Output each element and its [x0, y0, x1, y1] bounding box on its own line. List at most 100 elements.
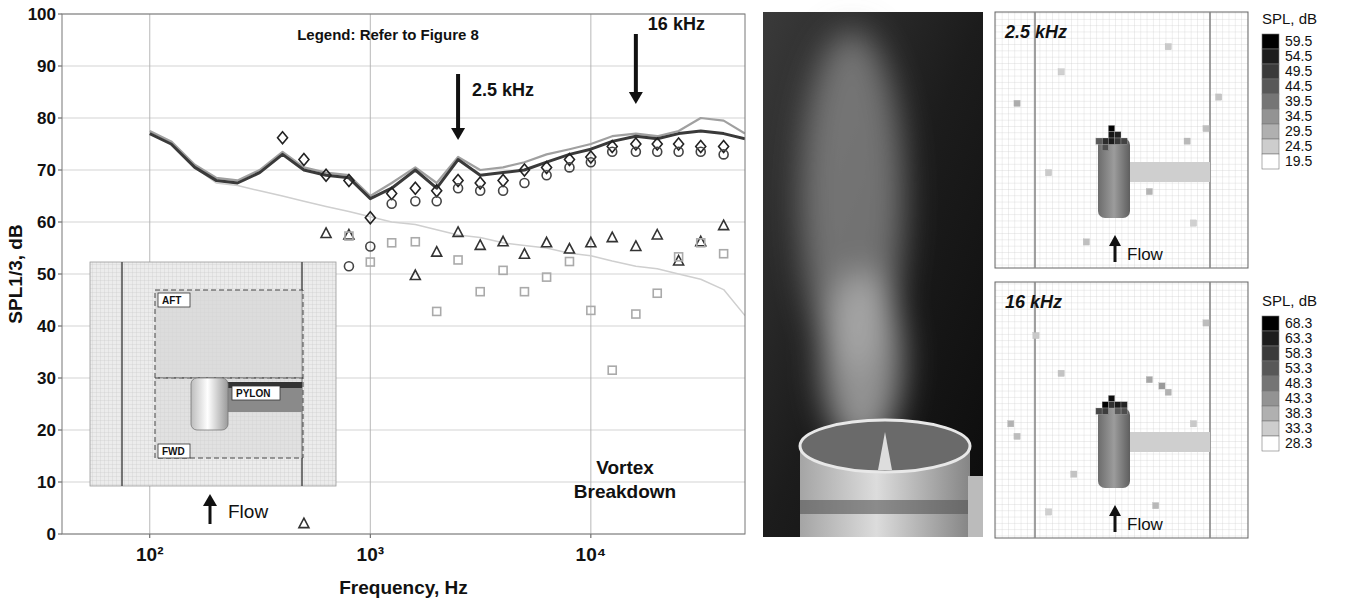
map-background [995, 12, 1248, 268]
marker-circle [719, 150, 728, 159]
marker-circle [674, 147, 683, 156]
inset-label-box [158, 293, 190, 307]
y-tick [58, 274, 62, 275]
y-grid-line [62, 66, 745, 67]
marker-triangle [607, 232, 617, 242]
colorbar-tick-label: 63.3 [1285, 330, 1312, 346]
marker-square [388, 239, 396, 247]
map-cell [1165, 389, 1171, 395]
map-cell [1102, 144, 1108, 150]
map-cell [1008, 421, 1014, 427]
map-cell [1121, 408, 1127, 414]
x-tick [590, 534, 591, 538]
marker-square [632, 310, 640, 318]
colorbar-swatch [1262, 391, 1279, 406]
annotation-arrow [634, 34, 638, 94]
map-cell [1108, 125, 1114, 131]
colorbar-tick-label: 54.5 [1285, 48, 1312, 64]
marker-diamond [498, 174, 508, 186]
annotation-line: Breakdown [574, 481, 676, 502]
marker-circle [565, 163, 574, 172]
colorbar-swatch [1262, 34, 1279, 49]
colorbar-tick-label: 33.3 [1285, 420, 1312, 436]
colorbar-swatch [1262, 79, 1279, 94]
map-cell [1108, 395, 1114, 401]
map-cell [1108, 132, 1114, 138]
map-cell [1165, 44, 1171, 50]
marker-square [565, 258, 573, 266]
x-grid-line [370, 14, 371, 534]
colorbar-swatch [1262, 436, 1279, 451]
marker-circle [608, 147, 617, 156]
map-pylon [1129, 162, 1210, 182]
x-tick [149, 534, 150, 538]
line-series [150, 134, 745, 316]
map-cell [1102, 408, 1108, 414]
marker-square [411, 238, 419, 246]
photo-cone [878, 432, 892, 470]
inset-label: AFT [162, 295, 181, 306]
marker-square [345, 232, 353, 240]
colorbar-tick-label: 24.5 [1285, 138, 1312, 154]
y-tick [58, 118, 62, 119]
map-wall [1209, 282, 1211, 538]
inset-label: PYLON [236, 388, 270, 399]
colorbar-tick-label: 44.5 [1285, 78, 1312, 94]
y-grid-line [62, 118, 745, 119]
colorbar-tick-label: 59.5 [1285, 33, 1312, 49]
map-cell [1115, 408, 1121, 414]
map-flow-arrow [1114, 244, 1117, 262]
inset-wall [121, 262, 123, 486]
colorbar-tick-label: 58.3 [1285, 345, 1312, 361]
inset-aft-region [155, 290, 303, 378]
marker-circle [432, 197, 441, 206]
marker-square [499, 266, 507, 274]
map-title: 2.5 kHz [1004, 22, 1067, 42]
inset-label-box [232, 386, 280, 400]
annotation: 16 kHz [648, 14, 705, 34]
y-tick [58, 66, 62, 67]
marker-triangle [410, 270, 420, 280]
map-cell [1153, 503, 1159, 509]
map-cell [1108, 138, 1114, 144]
map-cell [1159, 383, 1165, 389]
inset-label-box [158, 444, 190, 458]
map-cell [1083, 239, 1089, 245]
y-tick [58, 326, 62, 327]
map-cell [1102, 402, 1108, 408]
map-cell [1115, 132, 1121, 138]
map-flow-label: Flow [1127, 515, 1164, 534]
y-tick [58, 482, 62, 483]
marker-square [366, 258, 374, 266]
colorbar-swatch [1262, 124, 1279, 139]
map-cell [1190, 421, 1196, 427]
map-cell [1203, 125, 1209, 131]
map-flow-arrow-head [1109, 505, 1121, 516]
map-cell [1071, 471, 1077, 477]
marker-triangle [519, 249, 529, 258]
colorbar-tick-label: 53.3 [1285, 360, 1312, 376]
map-cell [1121, 402, 1127, 408]
map-cylinder [1098, 138, 1130, 218]
y-tick [58, 14, 62, 15]
marker-triangle [432, 247, 442, 257]
map-cell [1121, 138, 1127, 144]
photo-cylinder-band [800, 500, 970, 514]
marker-square [720, 250, 728, 258]
map-cell [1058, 69, 1064, 75]
marker-triangle [498, 236, 508, 246]
colorbar-tick-label: 28.3 [1285, 435, 1312, 451]
map-flow-arrow-head [1109, 235, 1121, 246]
marker-square [433, 307, 441, 315]
marker-triangle [719, 220, 729, 230]
colorbar-swatch [1262, 64, 1279, 79]
map-cell [1014, 100, 1020, 106]
marker-triangle [299, 518, 309, 528]
map-background [995, 282, 1248, 538]
colorbar-tick-label: 39.5 [1285, 93, 1312, 109]
colorbar-swatch [1262, 154, 1279, 169]
legend-note: Legend: Refer to Figure 8 [297, 26, 479, 43]
y-tick-label: 80 [37, 109, 56, 128]
marker-circle [586, 158, 595, 167]
marker-circle [366, 242, 375, 251]
